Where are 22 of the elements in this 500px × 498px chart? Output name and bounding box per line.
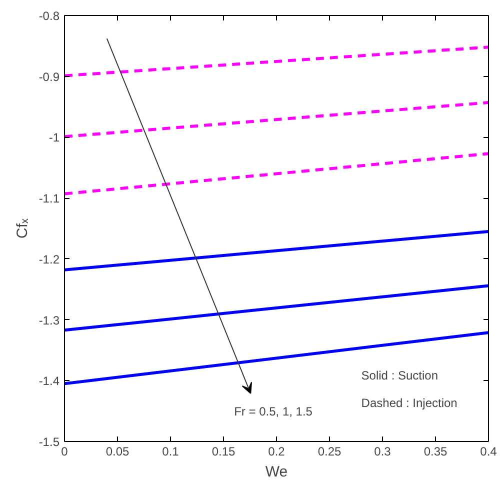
annotation: Dashed : Injection: [361, 396, 458, 410]
x-tick-label: 0: [61, 444, 68, 458]
y-tick-label: -1: [48, 130, 60, 145]
y-tick-label: -1.2: [38, 252, 60, 266]
x-tick-label: 0.25: [318, 444, 342, 458]
y-tick-label: -1.1: [38, 192, 60, 206]
x-tick-label: 0.35: [424, 444, 448, 458]
x-tick-label: 0.2: [268, 444, 286, 458]
x-tick-label: 0.15: [212, 444, 236, 458]
x-tick-label: 0.05: [106, 444, 130, 458]
x-axis-title: We: [265, 464, 288, 480]
y-tick-label: -1.4: [38, 374, 60, 388]
y-tick-label: -1.5: [38, 435, 60, 449]
y-tick-label: -0.8: [38, 9, 60, 23]
y-tick-label: -1.3: [38, 313, 60, 328]
y-axis-title: Cfₓ: [14, 218, 31, 238]
y-tick-label: -0.9: [38, 70, 60, 84]
annotation: Fr = 0.5, 1, 1.5: [234, 404, 313, 419]
x-tick-label: 0.4: [480, 444, 498, 458]
x-tick-label: 0.1: [162, 444, 180, 458]
x-tick-label: 0.3: [374, 444, 392, 458]
annotation: Solid : Suction: [361, 368, 438, 382]
